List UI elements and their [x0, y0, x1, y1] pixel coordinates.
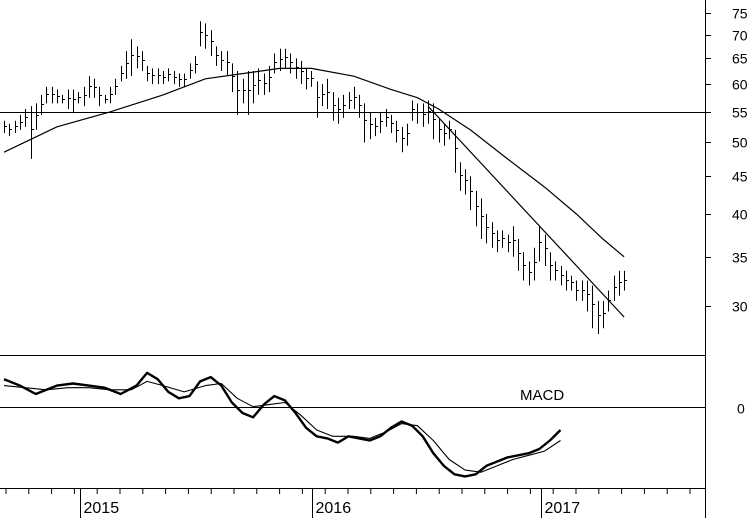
- y-tick-label: 45: [732, 169, 748, 185]
- macd-zero-label: 0: [737, 401, 745, 417]
- trend-line: [427, 105, 625, 318]
- y-tick-label: 70: [732, 28, 748, 44]
- y-tick-label: 35: [732, 250, 748, 266]
- y-tick-label: 55: [732, 105, 748, 121]
- macd-line: [3, 371, 562, 478]
- y-tick-label: 75: [732, 6, 748, 22]
- x-year-label: 2017: [545, 500, 581, 517]
- macd-panel: MACD: [0, 371, 705, 478]
- signal-line: [3, 380, 561, 473]
- moving-average-line: [3, 67, 625, 258]
- y-tick-label: 40: [732, 207, 748, 223]
- y-tick-label: 30: [732, 299, 748, 315]
- y-tick-label: 60: [732, 77, 748, 93]
- macd-label: MACD: [520, 387, 564, 404]
- x-year-label: 2015: [84, 500, 120, 517]
- x-year-label: 2016: [316, 500, 352, 517]
- price-panel: [0, 21, 705, 335]
- y-tick-label: 65: [732, 51, 748, 67]
- y-tick-label: 50: [732, 135, 748, 151]
